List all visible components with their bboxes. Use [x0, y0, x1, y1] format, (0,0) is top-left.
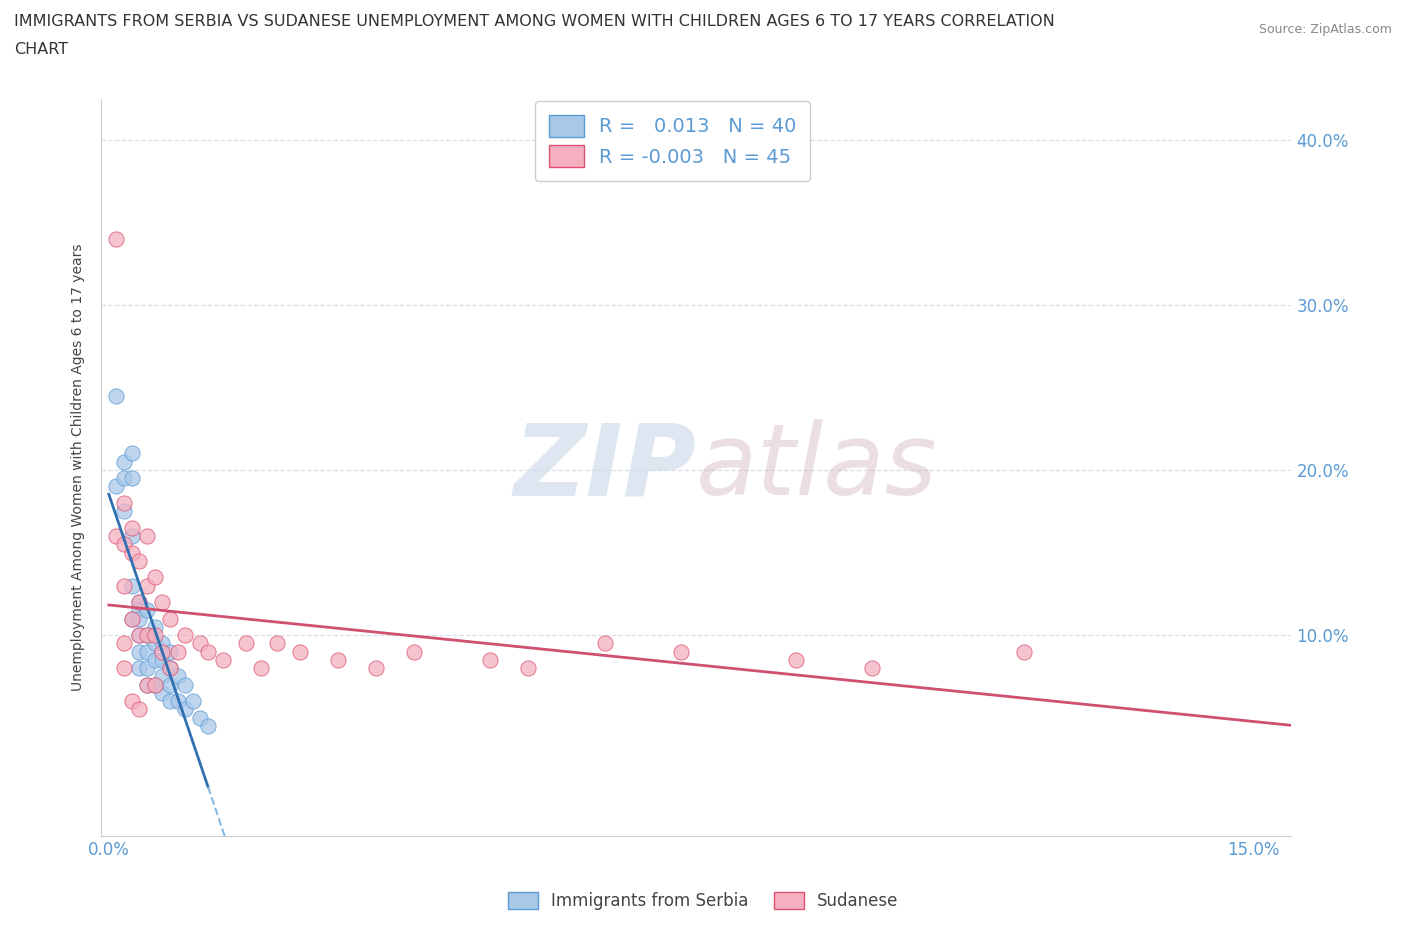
Point [174, 677, 197, 692]
Point [128, 702, 150, 717]
Point [364, 660, 387, 675]
Point [121, 446, 143, 461]
Point [266, 636, 288, 651]
Point [136, 677, 159, 692]
Point [593, 636, 616, 651]
Text: IMMIGRANTS FROM SERBIA VS SUDANESE UNEMPLOYMENT AMONG WOMEN WITH CHILDREN AGES 6: IMMIGRANTS FROM SERBIA VS SUDANESE UNEMP… [14, 14, 1054, 29]
Point [150, 644, 173, 659]
Point [128, 553, 150, 568]
Point [128, 644, 150, 659]
Point [150, 685, 173, 700]
Point [112, 471, 135, 485]
Point [517, 660, 540, 675]
Point [128, 603, 150, 618]
Point [143, 652, 166, 667]
Point [121, 528, 143, 543]
Point [112, 578, 135, 593]
Point [143, 677, 166, 692]
Point [159, 660, 181, 675]
Point [112, 496, 135, 511]
Point [112, 537, 135, 551]
Point [121, 471, 143, 485]
Point [136, 578, 159, 593]
Point [785, 652, 807, 667]
Point [143, 636, 166, 651]
Legend: Immigrants from Serbia, Sudanese: Immigrants from Serbia, Sudanese [501, 885, 905, 917]
Point [121, 694, 143, 709]
Point [136, 660, 159, 675]
Point [128, 611, 150, 626]
Point [166, 694, 188, 709]
Text: atlas: atlas [696, 419, 938, 516]
Point [159, 660, 181, 675]
Point [128, 628, 150, 643]
Point [143, 619, 166, 634]
Point [105, 232, 128, 246]
Point [190, 711, 212, 725]
Legend: R =   0.013   N = 40, R = -0.003   N = 45: R = 0.013 N = 40, R = -0.003 N = 45 [534, 101, 810, 181]
Point [159, 694, 181, 709]
Point [860, 660, 883, 675]
Point [143, 570, 166, 585]
Point [128, 660, 150, 675]
Point [143, 677, 166, 692]
Point [112, 636, 135, 651]
Point [235, 636, 257, 651]
Point [150, 594, 173, 609]
Point [174, 628, 197, 643]
Point [105, 479, 128, 494]
Point [121, 578, 143, 593]
Point [197, 644, 219, 659]
Point [159, 644, 181, 659]
Point [479, 652, 502, 667]
Point [159, 677, 181, 692]
Point [136, 628, 159, 643]
Point [121, 520, 143, 535]
Point [112, 454, 135, 469]
Point [288, 644, 311, 659]
Point [402, 644, 425, 659]
Point [190, 636, 212, 651]
Point [136, 603, 159, 618]
Point [143, 628, 166, 643]
Point [121, 545, 143, 560]
Point [128, 594, 150, 609]
Text: CHART: CHART [14, 42, 67, 57]
Point [112, 504, 135, 519]
Point [136, 628, 159, 643]
Y-axis label: Unemployment Among Women with Children Ages 6 to 17 years: Unemployment Among Women with Children A… [72, 244, 86, 691]
Point [159, 611, 181, 626]
Point [166, 644, 188, 659]
Text: Source: ZipAtlas.com: Source: ZipAtlas.com [1258, 23, 1392, 36]
Point [1014, 644, 1036, 659]
Point [197, 718, 219, 733]
Point [136, 528, 159, 543]
Point [166, 669, 188, 684]
Point [136, 677, 159, 692]
Text: ZIP: ZIP [513, 419, 696, 516]
Point [128, 628, 150, 643]
Point [669, 644, 692, 659]
Point [174, 702, 197, 717]
Point [105, 528, 128, 543]
Point [150, 669, 173, 684]
Point [121, 611, 143, 626]
Point [150, 636, 173, 651]
Point [128, 594, 150, 609]
Point [250, 660, 273, 675]
Point [121, 611, 143, 626]
Point [212, 652, 235, 667]
Point [112, 660, 135, 675]
Point [181, 694, 204, 709]
Point [150, 652, 173, 667]
Point [105, 389, 128, 404]
Point [136, 644, 159, 659]
Point [326, 652, 349, 667]
